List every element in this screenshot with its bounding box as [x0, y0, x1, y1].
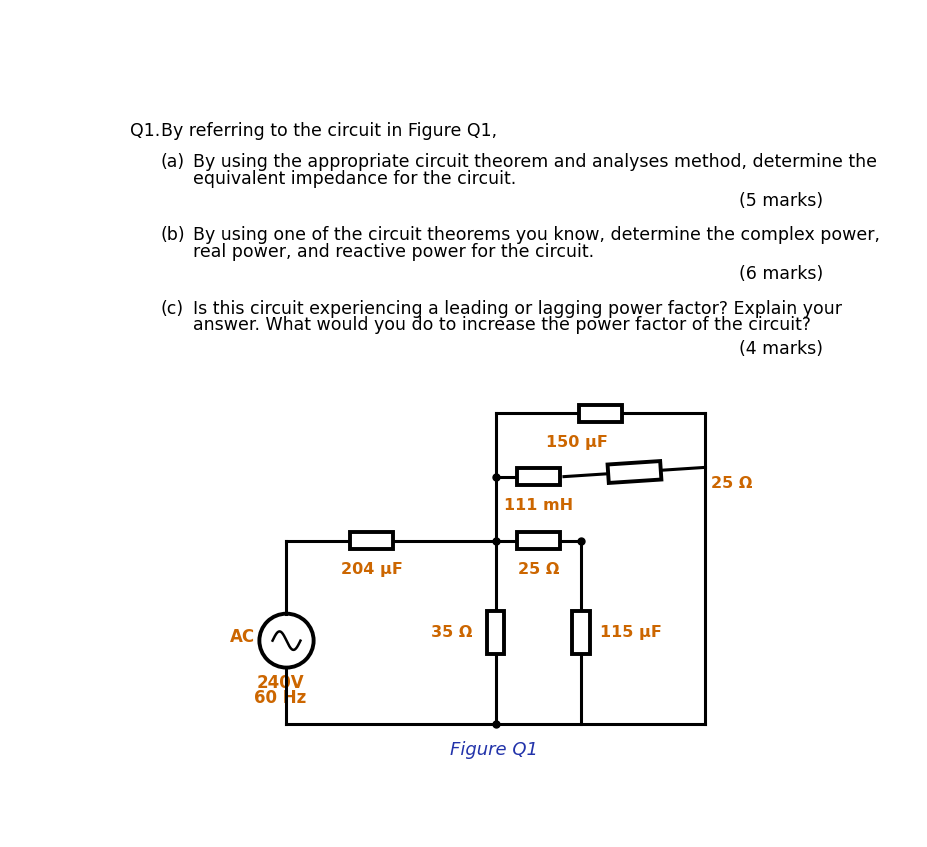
Text: 240V: 240V	[256, 673, 304, 692]
Text: Q1.: Q1.	[130, 123, 160, 141]
Text: equivalent impedance for the circuit.: equivalent impedance for the circuit.	[194, 170, 516, 188]
Text: answer. What would you do to increase the power factor of the circuit?: answer. What would you do to increase th…	[194, 317, 810, 335]
Bar	[607, 461, 661, 483]
Text: 150 μF: 150 μF	[546, 435, 607, 450]
Text: 25 Ω: 25 Ω	[710, 476, 752, 491]
Text: Figure Q1: Figure Q1	[450, 741, 538, 759]
Bar	[487, 611, 503, 654]
Bar	[516, 468, 560, 485]
Text: real power, and reactive power for the circuit.: real power, and reactive power for the c…	[194, 243, 594, 262]
Text: 111 mH: 111 mH	[503, 498, 572, 513]
Text: By referring to the circuit in Figure Q1,: By referring to the circuit in Figure Q1…	[160, 123, 497, 141]
Bar	[516, 532, 560, 549]
Text: (c): (c)	[160, 300, 184, 318]
Text: (b): (b)	[160, 226, 185, 245]
Text: 204 μF: 204 μF	[340, 562, 402, 577]
Text: 60 Hz: 60 Hz	[254, 689, 306, 707]
Text: (4 marks): (4 marks)	[738, 340, 822, 357]
Bar	[578, 405, 621, 422]
Text: (5 marks): (5 marks)	[738, 191, 822, 210]
Text: (a): (a)	[160, 153, 184, 171]
Text: (6 marks): (6 marks)	[738, 265, 822, 283]
Text: Is this circuit experiencing a leading or lagging power factor? Explain your: Is this circuit experiencing a leading o…	[194, 300, 842, 318]
Text: By using the appropriate circuit theorem and analyses method, determine the: By using the appropriate circuit theorem…	[194, 153, 877, 171]
Bar	[349, 532, 393, 549]
Text: 25 Ω: 25 Ω	[517, 562, 559, 577]
Text: AC: AC	[230, 628, 255, 645]
Text: By using one of the circuit theorems you know, determine the complex power,: By using one of the circuit theorems you…	[194, 226, 880, 245]
Text: 115 μF: 115 μF	[600, 625, 662, 639]
Text: 35 Ω: 35 Ω	[430, 625, 472, 639]
Bar	[572, 611, 589, 654]
